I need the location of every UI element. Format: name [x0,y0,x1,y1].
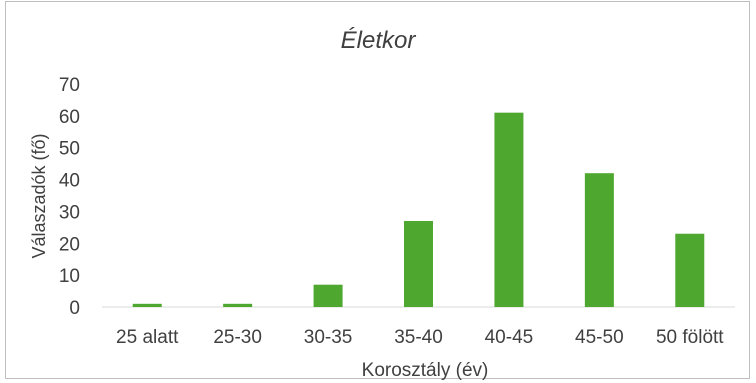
y-tick-label: 10 [59,266,80,287]
bars [132,112,705,308]
y-tick-label: 20 [59,234,80,255]
x-tick-label: 25-30 [213,327,262,348]
x-tick-label: 25 alatt [116,327,179,348]
bar [132,303,162,307]
y-tick-label: 70 [59,75,80,96]
x-tick-label: 45-50 [575,327,624,348]
x-tick-label: 40-45 [485,327,534,348]
y-tick-label: 0 [69,298,80,319]
bar [223,303,253,307]
y-tick-label: 30 [59,202,80,223]
bar [584,173,614,307]
bar [313,284,343,307]
bar [404,220,433,307]
x-tick-labels: 25 alatt 25-30 30-35 35-40 40-45 45-50 50 fölö… [116,327,724,348]
chart-title: Életkor [341,27,417,54]
y-tick-label: 50 [59,139,80,160]
x-axis-label: Korosztály (év) [362,360,489,381]
y-tick-label: 40 [59,171,80,192]
y-axis-label: Válaszadók (fő) [29,133,49,258]
chart-frame [5,1,750,379]
x-tick-label: 30-35 [304,327,353,348]
bar [494,112,524,308]
x-tick-label: 50 fölött [656,327,724,348]
y-tick-labels: 0 10 20 30 40 50 60 70 [59,75,80,319]
y-tick-label: 60 [59,107,80,128]
bar [675,233,705,307]
x-tick-label: 35-40 [394,327,443,348]
